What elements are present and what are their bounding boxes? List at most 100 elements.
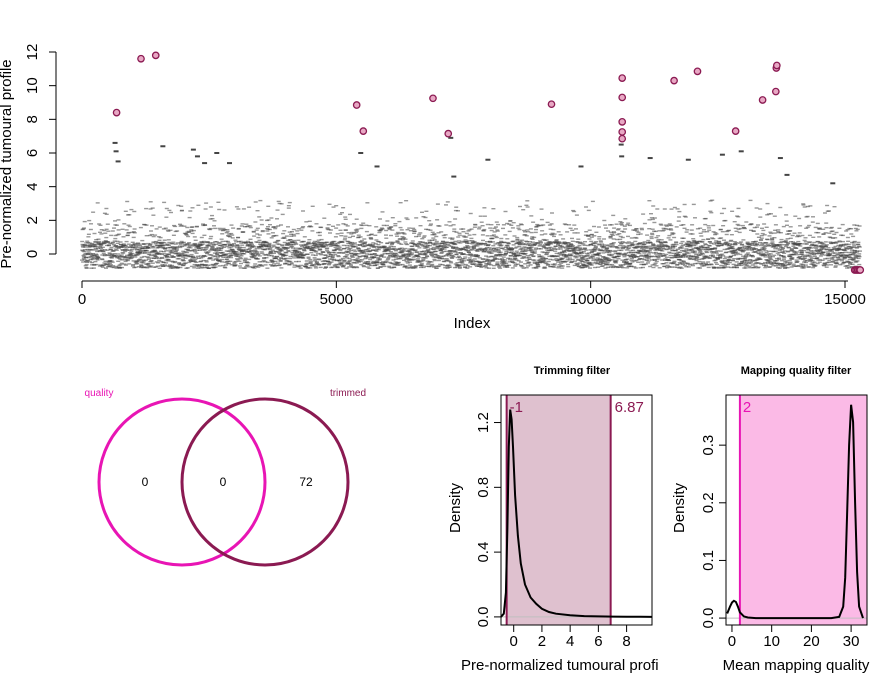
scatter-point <box>776 229 781 231</box>
scatter-point <box>495 229 500 231</box>
scatter-point <box>724 233 729 236</box>
scatter-point <box>801 203 806 205</box>
scatter-point <box>791 245 796 247</box>
scatter-point <box>764 265 768 267</box>
scatter-point <box>483 248 488 250</box>
scatter-point <box>719 244 724 246</box>
scatter-point <box>570 237 574 240</box>
scatter-point <box>595 248 600 250</box>
scatter-point <box>111 266 116 269</box>
scatter-point <box>103 260 108 262</box>
scatter-point <box>185 248 190 251</box>
scatter-point <box>330 256 335 258</box>
scatter-point <box>265 261 270 264</box>
scatter-point <box>391 254 396 256</box>
scatter-point <box>424 228 429 230</box>
scatter-point <box>677 267 682 269</box>
scatter-point <box>103 240 108 242</box>
scatter-point <box>833 245 838 248</box>
scatter-point <box>706 238 711 240</box>
scatter-point <box>90 264 95 266</box>
scatter-point <box>541 245 546 247</box>
scatter-point <box>304 263 308 265</box>
scatter-point <box>583 261 588 263</box>
scatter-point <box>724 256 729 258</box>
scatter-point <box>85 248 90 251</box>
scatter-point <box>123 250 128 253</box>
scatter-point <box>691 247 696 250</box>
scatter-point <box>792 253 796 256</box>
scatter-point <box>761 246 766 248</box>
scatter-point <box>408 230 413 232</box>
scatter-point <box>696 258 701 261</box>
scatter-point <box>453 263 458 265</box>
scatter-point <box>613 250 618 253</box>
scatter-point <box>605 263 610 265</box>
scatter-point <box>201 240 206 243</box>
scatter-point <box>104 213 109 215</box>
scatter-point <box>526 231 531 233</box>
scatter-point <box>515 238 520 241</box>
scatter-point <box>441 250 446 253</box>
scatter-point <box>636 245 641 247</box>
scatter-point <box>794 252 799 255</box>
scatter-point <box>296 257 301 259</box>
scatter-point <box>606 244 611 246</box>
scatter-point <box>445 265 450 267</box>
scatter-point <box>429 253 434 255</box>
scatter-point <box>785 224 789 226</box>
scatter-point <box>174 250 178 252</box>
scatter-point <box>593 242 598 244</box>
scatter-point <box>250 266 255 268</box>
scatter-point <box>348 247 353 250</box>
scatter-point <box>367 225 372 227</box>
scatter-point <box>507 264 512 266</box>
scatter-point <box>176 252 181 254</box>
scatter-point <box>468 262 473 264</box>
scatter-point <box>289 263 294 265</box>
scatter-point <box>181 252 186 254</box>
scatter-point <box>422 250 427 252</box>
scatter-point <box>299 253 304 255</box>
scatter-point <box>292 257 296 259</box>
scatter-point <box>713 248 717 250</box>
scatter-point <box>821 233 826 235</box>
scatter-point <box>830 230 835 232</box>
scatter-point <box>317 259 322 261</box>
scatter-point <box>489 235 494 237</box>
scatter-point <box>555 248 560 250</box>
scatter-point <box>600 260 605 262</box>
scatter-point <box>357 259 362 261</box>
scatter-point <box>259 244 264 246</box>
scatter-point <box>600 247 605 249</box>
scatter-point <box>203 208 208 210</box>
scatter-point <box>664 224 668 226</box>
scatter-point <box>686 266 691 268</box>
scatter-point <box>94 249 99 251</box>
scatter-point <box>393 255 397 257</box>
scatter-point <box>621 246 626 248</box>
scatter-point <box>192 267 197 269</box>
scatter-point <box>379 255 384 257</box>
scatter-point <box>312 264 317 266</box>
scatter-point <box>104 267 108 269</box>
scatter-point <box>397 220 402 223</box>
scatter-point <box>393 261 398 263</box>
scatter-point <box>130 248 135 251</box>
scatter-point <box>810 262 815 264</box>
scatter-point <box>447 264 452 266</box>
scatter-point <box>224 264 229 266</box>
scatter-point <box>247 244 252 247</box>
scatter-point <box>744 260 749 262</box>
scatter-point <box>254 252 259 254</box>
scatter-point <box>561 255 566 257</box>
scatter-point <box>343 223 348 226</box>
scatter-point <box>412 232 417 234</box>
scatter-point <box>377 241 382 243</box>
scatter-point <box>100 266 105 268</box>
scatter-point <box>275 209 280 211</box>
scatter-point <box>259 219 264 221</box>
scatter-point <box>564 243 569 245</box>
scatter-point <box>102 229 107 232</box>
scatter-point <box>715 258 720 260</box>
